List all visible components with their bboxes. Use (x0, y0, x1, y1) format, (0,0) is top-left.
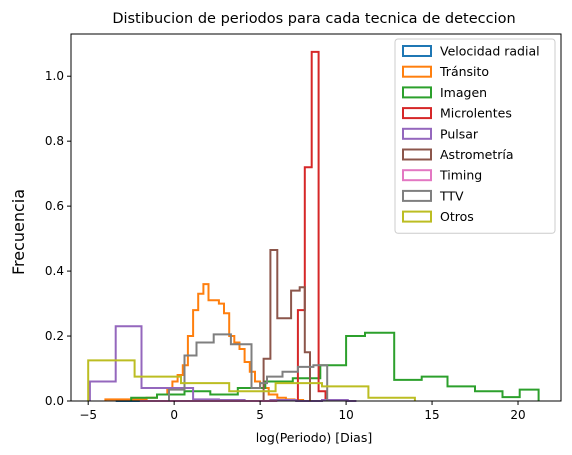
y-tick-label: 0.8 (45, 134, 64, 148)
y-axis-label: Frecuencia (9, 189, 28, 275)
legend: Velocidad radial Tránsito Imagen Microlente… (394, 38, 556, 234)
legend-swatch (402, 169, 432, 182)
legend-label: Microlentes (440, 106, 512, 121)
y-tick-label: 0.2 (45, 329, 64, 343)
x-tick-label: 10 (338, 408, 353, 422)
legend-swatch (402, 148, 432, 161)
x-tick-label: −5 (79, 408, 97, 422)
x-tick-label: 0 (170, 408, 178, 422)
legend-label: Pulsar (440, 126, 479, 141)
axes-frame (70, 33, 562, 402)
x-axis-label: log(Periodo) [Dias] (256, 430, 372, 445)
x-tick-label: 15 (424, 408, 439, 422)
y-tick-label: 0.6 (45, 199, 64, 213)
series-step-3 (130, 331, 540, 401)
chart-title: Distibucion de periodos para cada tecnic… (112, 11, 515, 27)
y-tick-label: 1.0 (45, 69, 64, 83)
legend-label: Astrometría (440, 147, 514, 162)
legend-label: Velocidad radial (440, 44, 540, 59)
x-axis-ticks: −5 0 5 10 15 20 (79, 401, 526, 422)
series-step-8 (168, 333, 329, 401)
y-axis-ticks: 0.0 0.2 0.4 0.6 0.8 1.0 (45, 69, 71, 408)
legend-label: Otros (440, 209, 474, 224)
series-step-4 (296, 50, 327, 401)
legend-swatch (402, 127, 432, 140)
legend-label: Imagen (440, 85, 487, 100)
legend-swatch (402, 107, 432, 120)
y-tick-label: 0.0 (45, 394, 64, 408)
legend-box (394, 38, 556, 234)
plot-series (87, 50, 540, 402)
y-tick-label: 0.4 (45, 264, 64, 278)
legend-label: Timing (439, 168, 482, 183)
legend-swatch (402, 189, 432, 202)
x-tick-label: 20 (510, 408, 525, 422)
series-step-5 (88, 325, 357, 402)
legend-swatch (402, 65, 432, 78)
legend-swatch (402, 45, 432, 57)
legend-swatch (402, 86, 432, 99)
series-step-9 (87, 359, 416, 401)
legend-swatch (402, 210, 432, 223)
x-tick-label: 5 (256, 408, 264, 422)
series-step-6 (262, 249, 311, 401)
legend-label: Tránsito (439, 64, 489, 79)
legend-label: TTV (439, 188, 464, 203)
